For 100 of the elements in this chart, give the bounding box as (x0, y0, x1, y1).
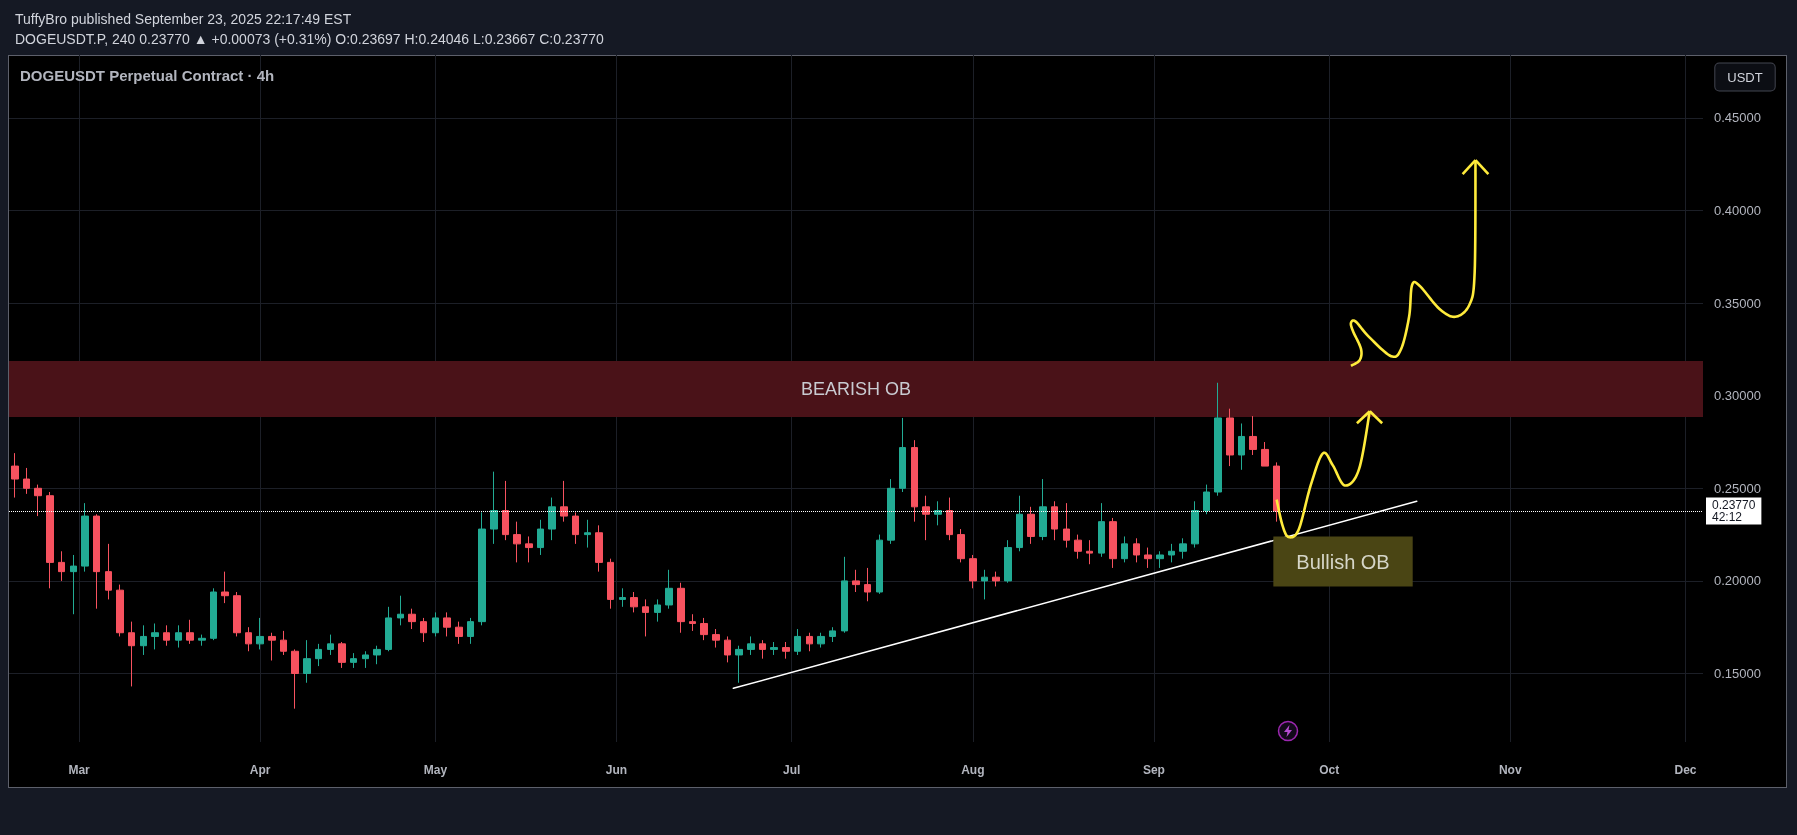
candlestick (1086, 539, 1093, 565)
x-tick-label: Aug (961, 763, 985, 777)
annotation: Bullish OB (1296, 550, 1390, 573)
candlestick (817, 632, 825, 649)
annotation: DOGEUSDT Perpetual Contract · 4h (20, 66, 275, 84)
x-tick-label: Jun (605, 763, 628, 777)
candlestick (23, 467, 30, 495)
candlestick (887, 478, 895, 545)
candlestick (525, 535, 533, 563)
candlestick (245, 626, 252, 652)
candlestick (899, 417, 906, 493)
x-tick-label: May (423, 763, 448, 777)
candlestick (1191, 500, 1199, 549)
candlestick (362, 650, 369, 669)
candlestick (841, 556, 848, 634)
candlestick (210, 587, 217, 641)
candlestick (770, 641, 778, 656)
band-label: BEARISH OB (800, 378, 912, 399)
candlestick (315, 643, 322, 667)
candlestick (548, 497, 556, 541)
candlestick (957, 528, 965, 563)
candlestick (1051, 500, 1058, 541)
candlestick (712, 628, 720, 649)
candlestick (186, 619, 194, 645)
candlestick (11, 452, 19, 499)
candlestick (467, 617, 474, 645)
x-tick-label: Jul (783, 763, 801, 777)
candlestick (397, 595, 404, 626)
candlestick (46, 491, 54, 589)
candlestick (373, 645, 381, 665)
candlestick (1226, 408, 1234, 467)
candlestick (992, 571, 1000, 587)
candlestick (876, 534, 883, 595)
candlestick (116, 584, 124, 637)
chart-title: TuffyBro published September 23, 2025 22:17:49 EST (15, 11, 352, 27)
candlestick (221, 571, 229, 604)
y-tick-label: 0.15000 (1714, 665, 1761, 681)
candlestick (560, 480, 568, 523)
candlestick (58, 550, 65, 582)
candlestick (385, 606, 392, 652)
candlestick (607, 558, 614, 610)
candlestick (1039, 478, 1047, 541)
candlestick (432, 611, 439, 637)
candlestick (1098, 502, 1105, 558)
candlestick (572, 511, 579, 545)
y-tick-label: 0.30000 (1714, 388, 1761, 404)
x-tick-label: Dec (1674, 763, 1697, 777)
candlestick (747, 635, 755, 656)
ref-line-label: 0.23770 42:12 (1712, 498, 1756, 525)
x-tick-label: Sep (1142, 763, 1165, 777)
candlestick (198, 634, 206, 647)
candlestick (233, 591, 241, 637)
candlestick (829, 626, 836, 643)
candlestick (806, 632, 813, 652)
candlestick (584, 519, 591, 549)
candlestick (677, 582, 685, 634)
candlestick (1121, 535, 1128, 563)
candlestick (981, 569, 988, 600)
candlestick (852, 569, 860, 593)
candlestick (105, 543, 112, 600)
x-tick-label: Mar (68, 763, 91, 777)
candlestick (338, 641, 346, 669)
candlestick (1004, 539, 1012, 584)
candlestick (1168, 543, 1175, 563)
candlestick (922, 495, 930, 541)
chart-subtitle: DOGEUSDT.P, 240 0.23770 ▲ +0.00073 (+0.31%) O:0.23697 H:0.24046 L:0.23667 C:0.23770 (15, 31, 604, 47)
candlestick (443, 611, 451, 637)
candlestick (291, 648, 299, 710)
x-tick-label: Oct (1319, 763, 1340, 777)
candlestick (911, 439, 918, 523)
x-tick-label: Nov (1498, 763, 1522, 777)
candlestick (128, 621, 135, 687)
candlestick (256, 617, 264, 650)
candlestick (700, 617, 708, 641)
candlestick (934, 500, 942, 526)
candlestick (1203, 484, 1210, 515)
candlestick (81, 502, 89, 573)
candlestick (268, 632, 276, 662)
candlestick (408, 608, 416, 630)
candlestick (642, 598, 649, 637)
y-tick-label: 0.20000 (1714, 573, 1761, 589)
candlestick (630, 591, 638, 613)
candlestick (1261, 441, 1269, 467)
candlestick (478, 511, 486, 626)
candlestick (1238, 423, 1245, 471)
candlestick (513, 521, 521, 563)
candlestick (502, 480, 509, 541)
y-axis-title: USDT (1727, 69, 1763, 85)
candlestick (689, 613, 696, 632)
candlestick (759, 639, 766, 660)
candlestick (969, 554, 977, 589)
y-tick-label: 0.25000 (1714, 480, 1761, 496)
candlestick (1249, 415, 1257, 456)
candlestick (175, 624, 182, 649)
candlestick (350, 652, 357, 669)
candlestick (794, 628, 801, 656)
candlestick (280, 630, 287, 656)
y-tick-label: 0.35000 (1714, 295, 1761, 311)
candlestick (140, 624, 147, 656)
candlestick (490, 471, 498, 545)
